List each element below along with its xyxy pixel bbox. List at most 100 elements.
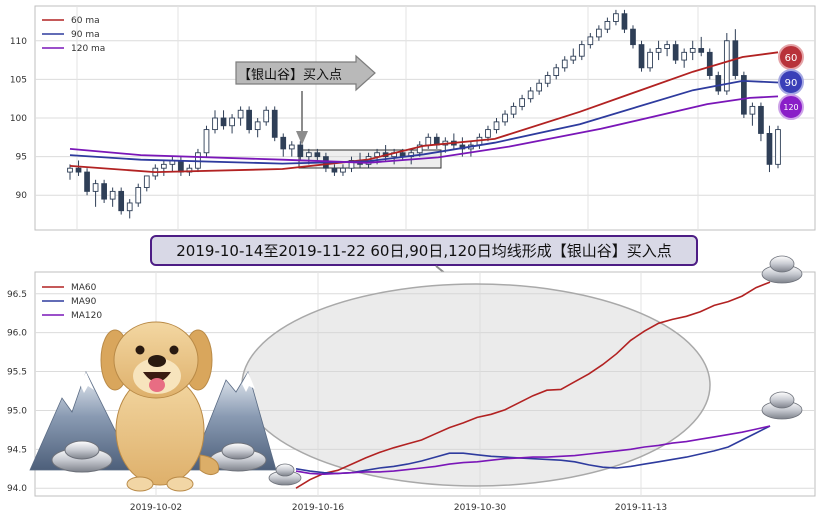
top-panel: 90 95 100 105 110 60 ma 90 ma 120 ma 【银山谷】买入…: [10, 5, 816, 231]
candle-body: [536, 82, 543, 92]
candle-body: [246, 109, 252, 131]
candle-body: [340, 167, 346, 173]
legend-label-ma120: MA120: [71, 311, 102, 321]
badge-120: [778, 94, 804, 120]
top-ma-line-ma90: [69, 79, 779, 165]
candle-body: [280, 136, 287, 150]
candle-body: [587, 36, 594, 46]
candle-body: [203, 129, 210, 154]
top-moving-averages: [69, 51, 779, 174]
bottom-x-tick-label: 2019-10-02: [130, 503, 182, 513]
candle-body: [655, 48, 662, 53]
ingot-center: [209, 442, 267, 472]
dog-nose: [148, 355, 166, 367]
bottom-y-tick-label: 95.0: [7, 406, 27, 416]
candle-body: [723, 40, 730, 92]
legend-label-60: 60 ma: [71, 16, 100, 26]
ingot-left: [51, 440, 113, 473]
legend-label-90: 90 ma: [71, 30, 100, 40]
top-y-tick-label: 90: [16, 191, 28, 201]
candle-body: [348, 160, 355, 169]
ingot-ma120-end: [761, 391, 803, 420]
candle-body: [749, 105, 756, 115]
candle-body: [621, 13, 628, 30]
candle-body: [630, 28, 636, 46]
top-ma-line-ma120: [69, 95, 779, 164]
top-ma-line-ma60: [69, 51, 779, 174]
candle-body: [638, 44, 645, 69]
candle-body: [596, 28, 602, 38]
candle-body: [126, 202, 133, 212]
badge-60-label: 60: [785, 53, 798, 64]
candle-body: [263, 109, 270, 123]
candle-body: [160, 163, 167, 169]
candle-body: [604, 20, 611, 30]
candle-body: [775, 129, 781, 165]
top-y-tick-label: 100: [10, 114, 27, 124]
bottom-legend: MA60 MA90 MA120: [42, 283, 102, 321]
candle-body: [109, 190, 116, 200]
candle-body: [698, 48, 705, 53]
ingot-ma120-end-top: [769, 391, 795, 409]
candle-body: [314, 152, 321, 158]
candle-body: [297, 144, 304, 158]
candle-body: [741, 75, 747, 115]
bottom-x-tick-label: 2019-10-16: [292, 503, 345, 513]
ingot-line-start: [268, 463, 302, 486]
bottom-y-axis: 94.0 94.5 95.0 95.5 96.0 96.5: [7, 290, 27, 494]
candle-body: [758, 105, 764, 134]
candle-body: [425, 136, 432, 146]
top-y-tick-label: 110: [10, 37, 27, 47]
bottom-ma-line-ma90: [295, 425, 771, 475]
candle-body: [67, 167, 73, 173]
candle-body: [271, 109, 278, 138]
bottom-y-tick-label: 95.5: [7, 368, 27, 378]
dog-eye-left: [135, 345, 145, 355]
dog-mouth: [143, 372, 171, 382]
candle-body: [647, 51, 653, 69]
candle-body: [544, 75, 551, 84]
dog-illustration: [100, 321, 220, 492]
mountain-right: [189, 371, 277, 471]
callout-arrow-shape: [235, 54, 376, 92]
ma-badges: 60 90 120: [778, 44, 804, 120]
dog-paw-left: [126, 476, 154, 492]
candle-body: [485, 129, 491, 138]
valley-highlight-ellipse: [241, 283, 711, 487]
candle-body: [92, 183, 99, 192]
candle-body: [553, 67, 560, 76]
dog-tail: [199, 454, 220, 476]
candle-body: [519, 98, 525, 107]
candle-body: [578, 44, 585, 57]
dog-tongue: [149, 378, 165, 392]
candle-body: [178, 160, 184, 173]
candle-body: [689, 48, 696, 53]
banner-text: 2019-10-14至2019-11-22 60日,90日,120日均线形成【银…: [176, 242, 671, 260]
candle-body: [416, 144, 423, 154]
mountain-left-snow: [80, 372, 94, 393]
legend-label-ma90: MA90: [71, 297, 97, 307]
ingot-line-start-top: [275, 463, 295, 477]
bottom-ma-line-ma120: [295, 425, 771, 476]
candle-body: [672, 44, 679, 61]
candle-body: [561, 59, 568, 69]
candle-body: [305, 152, 312, 158]
mountain-illustration: [29, 370, 277, 471]
dog-eye-right: [169, 345, 179, 355]
candle-body: [570, 55, 577, 61]
candle-body: [664, 44, 670, 49]
ingot-left-top: [64, 440, 100, 460]
bottom-x-tick-label: 2019-10-30: [454, 503, 507, 513]
top-y-axis: 90 95 100 105 110: [10, 37, 27, 201]
candle-body: [118, 190, 125, 212]
candle-body: [237, 109, 244, 119]
bottom-x-tick-label: 2019-11-13: [615, 503, 667, 513]
buy-point-callout: 【银山谷】买入点: [235, 54, 376, 145]
candle-body: [706, 51, 713, 76]
bottom-panel: 94.094.595.095.596.096.5 2019-10-02 2019-…: [7, 255, 816, 513]
candle-body: [510, 105, 517, 115]
candle-body: [135, 187, 142, 204]
candle-body: [331, 167, 338, 173]
badge-120-label: 120: [783, 103, 798, 112]
candle-body: [715, 75, 722, 92]
